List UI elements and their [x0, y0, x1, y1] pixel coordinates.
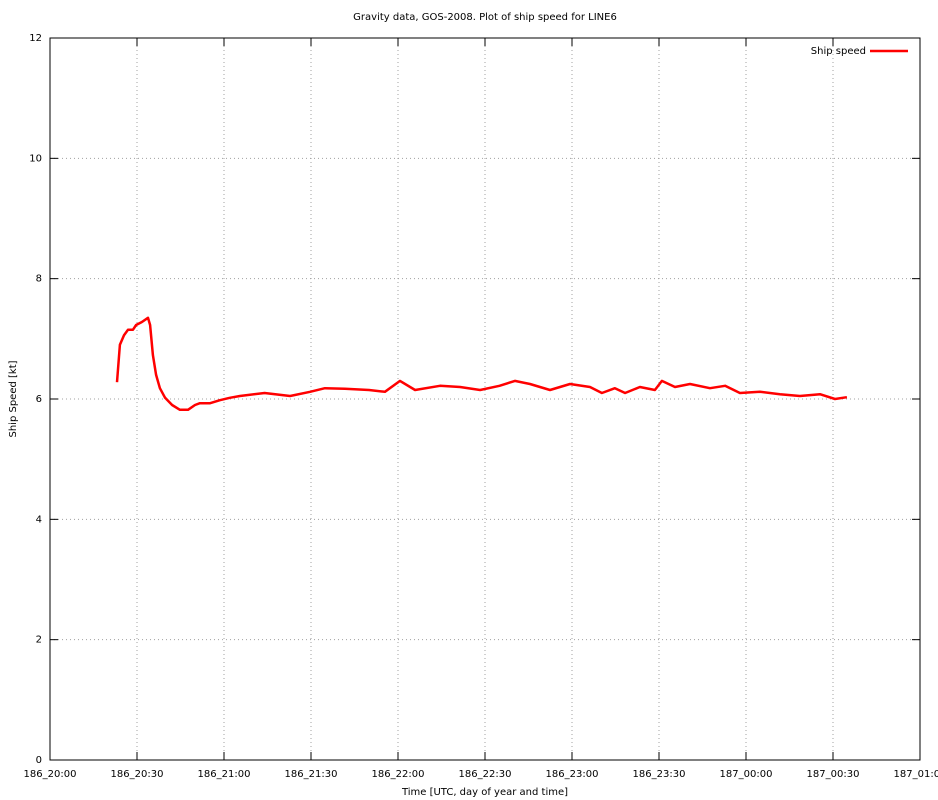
x-tick-label: 187_00:00 — [720, 769, 773, 780]
y-tick-label: 2 — [36, 635, 42, 646]
plot-frame — [49, 37, 921, 761]
line-series — [115, 316, 848, 412]
x-tick-label: 186_21:00 — [198, 769, 251, 780]
x-tick-label: 186_20:00 — [24, 769, 77, 780]
x-tick-label: 186_22:00 — [372, 769, 425, 780]
x-tick-label: 186_23:00 — [546, 769, 599, 780]
y-tick-label: 0 — [36, 755, 42, 766]
y-tick-label: 4 — [36, 514, 42, 525]
x-tick-label: 186_21:30 — [285, 769, 338, 780]
x-tick-label: 186_23:30 — [633, 769, 686, 780]
x-tick-label: 187_01:00 — [894, 769, 938, 780]
x-tick-label: 186_22:30 — [459, 769, 512, 780]
y-tick-label: 6 — [36, 394, 42, 405]
legend-label: Ship speed — [811, 46, 866, 57]
y-axis-label: Ship Speed [kt] — [8, 360, 19, 437]
y-tick-label: 10 — [29, 153, 42, 164]
chart-title: Gravity data, GOS-2008. Plot of ship spe… — [353, 12, 617, 23]
y-tick-label: 12 — [29, 33, 42, 44]
y-tick-label: 8 — [36, 274, 42, 285]
x-tick-label: 186_20:30 — [111, 769, 164, 780]
x-tick-label: 187_00:30 — [807, 769, 860, 780]
x-axis-label: Time [UTC, day of year and time] — [401, 787, 568, 798]
